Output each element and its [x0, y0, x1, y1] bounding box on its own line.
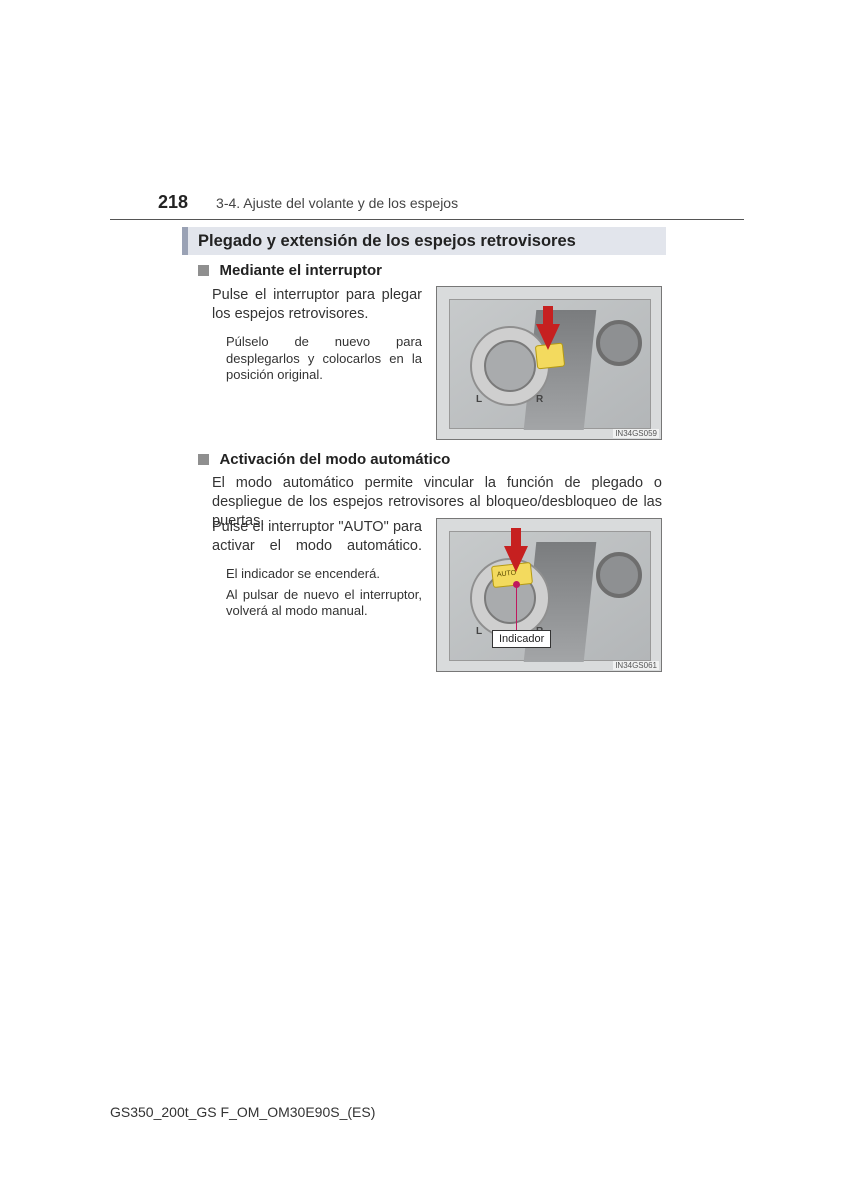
sub1-body: Pulse el interruptor para plegar los esp…: [212, 286, 422, 324]
control-pad-center: [484, 340, 536, 392]
sub2-body-col: Pulse el interruptor "AUTO" para activar…: [212, 518, 422, 620]
sub2-body: Pulse el interruptor "AUTO" para activar…: [212, 518, 422, 556]
breadcrumb: 3-4. Ajuste del volante y de los espejos: [216, 195, 458, 211]
subsection-auto: Activación del modo automático: [198, 451, 450, 469]
press-arrow-icon: [504, 546, 528, 572]
section-title-bar: Plegado y extensión de los espejos retro…: [182, 227, 666, 255]
page-number: 218: [158, 192, 188, 213]
figure-2-code: IN34GS061: [613, 661, 659, 670]
indicator-callout: Indicador: [492, 630, 551, 648]
sub1-title: Mediante el interruptor: [219, 262, 382, 279]
sub2-note2: Al pulsar de nuevo el interruptor, vol­v…: [226, 587, 422, 621]
sub1-body-col: Pulse el interruptor para plegar los esp…: [212, 286, 422, 384]
label-left: L: [476, 394, 482, 405]
label-right: R: [536, 394, 543, 405]
footer-code: GS350_200t_GS F_OM_OM30E90S_(ES): [110, 1104, 375, 1120]
figure-2-interior: L R AUTO Indicador: [449, 531, 651, 661]
figure-1-code: IN34GS059: [613, 429, 659, 438]
figure-1: L R IN34GS059: [436, 286, 662, 440]
figure-2: L R AUTO Indicador IN34GS061: [436, 518, 662, 672]
subsection-interruptor: Mediante el interruptor: [198, 262, 382, 280]
figure-1-interior: L R: [449, 299, 651, 429]
manual-page: 218 3-4. Ajuste del volante y de los esp…: [0, 0, 848, 1200]
sub2-title: Activación del modo automático: [219, 451, 450, 468]
label-left: L: [476, 626, 482, 637]
page-header: 218 3-4. Ajuste del volante y de los esp…: [110, 192, 744, 220]
sub2-note1: El indicador se encenderá.: [226, 566, 422, 583]
press-arrow-icon: [536, 324, 560, 350]
bullet-icon: [198, 454, 209, 465]
bullet-icon: [198, 265, 209, 276]
section-title: Plegado y extensión de los espejos retro…: [198, 232, 576, 251]
steering-wheel-icon: [596, 320, 642, 366]
sub1-note: Púlselo de nuevo para desplegarlos y col…: [226, 334, 422, 385]
steering-wheel-icon: [596, 552, 642, 598]
callout-line: [516, 584, 517, 632]
